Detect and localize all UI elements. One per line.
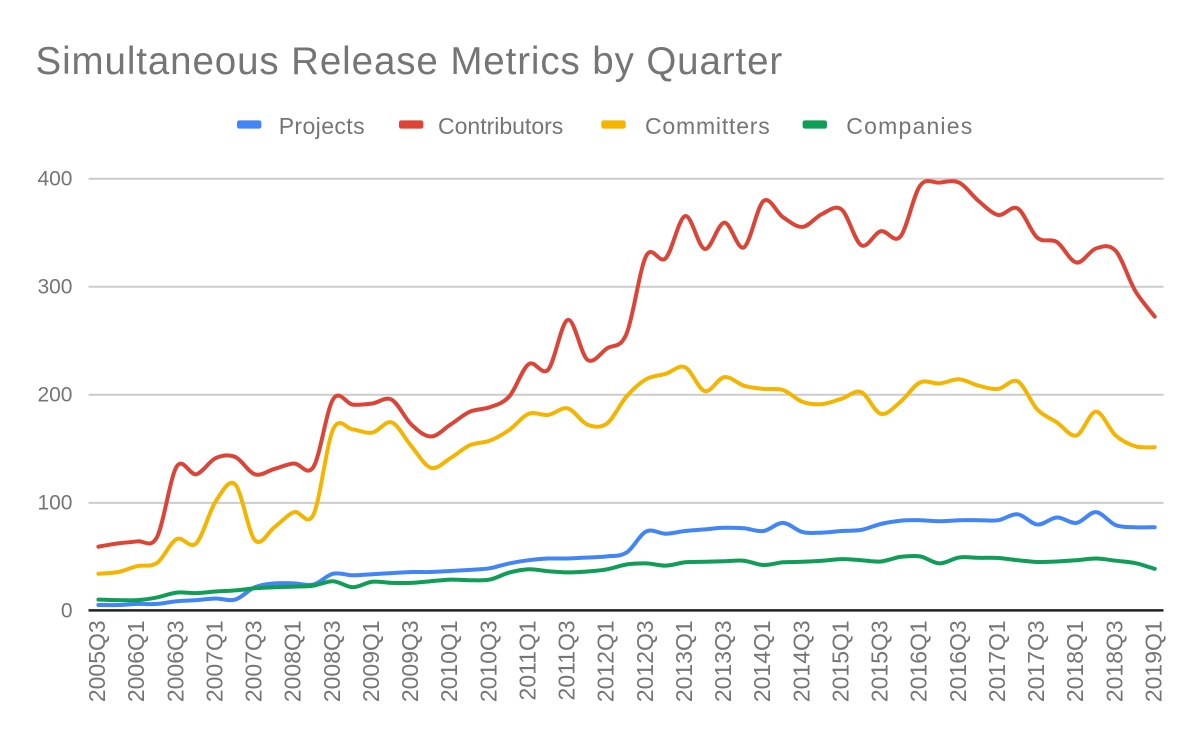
svg-text:2016Q3: 2016Q3	[945, 620, 971, 702]
svg-text:300: 300	[37, 275, 72, 298]
svg-text:2011Q1: 2011Q1	[514, 620, 540, 700]
svg-text:2010Q3: 2010Q3	[475, 620, 501, 702]
svg-text:2009Q3: 2009Q3	[397, 620, 423, 702]
svg-text:2011Q3: 2011Q3	[554, 620, 580, 700]
svg-text:2012Q1: 2012Q1	[593, 620, 619, 702]
svg-text:Simultaneous Release Metrics b: Simultaneous Release Metrics by Quarter	[36, 40, 784, 83]
svg-text:2018Q3: 2018Q3	[1101, 620, 1127, 702]
svg-text:Companies: Companies	[846, 113, 973, 139]
svg-text:0: 0	[61, 599, 73, 622]
svg-text:2015Q1: 2015Q1	[827, 620, 853, 702]
svg-text:2008Q1: 2008Q1	[280, 620, 306, 702]
svg-text:Committers: Committers	[645, 113, 771, 139]
svg-text:2010Q1: 2010Q1	[436, 620, 462, 702]
svg-text:200: 200	[37, 383, 72, 406]
svg-text:2013Q1: 2013Q1	[671, 620, 697, 702]
svg-text:2008Q3: 2008Q3	[319, 620, 345, 702]
svg-text:2012Q3: 2012Q3	[632, 620, 658, 702]
svg-text:2009Q1: 2009Q1	[358, 620, 384, 702]
svg-text:2014Q1: 2014Q1	[749, 620, 775, 702]
svg-text:2006Q3: 2006Q3	[162, 620, 188, 702]
svg-text:2015Q3: 2015Q3	[866, 620, 892, 702]
svg-text:100: 100	[37, 491, 72, 514]
svg-text:2007Q3: 2007Q3	[241, 620, 267, 702]
svg-text:2016Q1: 2016Q1	[906, 620, 932, 702]
svg-text:2018Q1: 2018Q1	[1062, 620, 1088, 702]
svg-text:2014Q3: 2014Q3	[788, 620, 814, 702]
svg-text:2013Q3: 2013Q3	[710, 620, 736, 702]
svg-text:Projects: Projects	[279, 113, 365, 139]
svg-text:Contributors: Contributors	[438, 113, 563, 139]
svg-text:2017Q3: 2017Q3	[1023, 620, 1049, 702]
svg-text:2006Q1: 2006Q1	[123, 620, 149, 702]
svg-text:2019Q1: 2019Q1	[1140, 620, 1166, 702]
svg-text:400: 400	[37, 167, 72, 190]
svg-text:2017Q1: 2017Q1	[984, 620, 1010, 702]
svg-text:2005Q3: 2005Q3	[84, 620, 110, 702]
svg-text:2007Q1: 2007Q1	[201, 620, 227, 702]
